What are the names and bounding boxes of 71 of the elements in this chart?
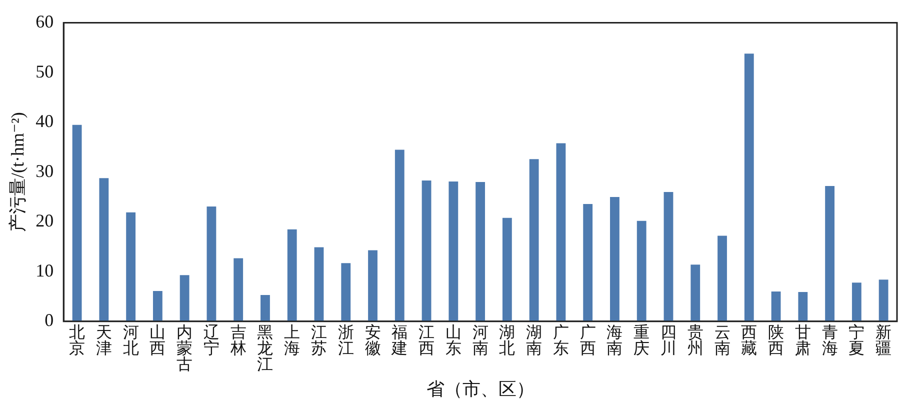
x-tick-label: 西藏 bbox=[741, 324, 758, 358]
x-tick-label: 海南 bbox=[606, 324, 623, 358]
bar bbox=[180, 275, 190, 322]
bar bbox=[852, 282, 862, 322]
x-axis-title: 省（市、区） bbox=[426, 378, 534, 399]
bar bbox=[718, 236, 727, 322]
bar bbox=[825, 186, 834, 322]
bar bbox=[206, 206, 216, 322]
bar bbox=[556, 143, 566, 322]
bar bbox=[341, 263, 351, 322]
bar bbox=[126, 212, 136, 322]
x-tick-label: 广东 bbox=[552, 324, 569, 358]
x-tick-label: 内蒙古 bbox=[176, 324, 193, 374]
bar bbox=[448, 182, 458, 322]
bar bbox=[394, 150, 404, 322]
bar bbox=[502, 218, 512, 322]
y-tick-label: 50 bbox=[36, 61, 54, 82]
x-tick-label: 宁夏 bbox=[848, 324, 865, 358]
bar bbox=[287, 229, 297, 322]
bar bbox=[260, 295, 270, 322]
bar bbox=[476, 182, 486, 322]
bar bbox=[99, 178, 109, 322]
x-tick-label: 天津 bbox=[96, 324, 112, 358]
y-tick-label: 40 bbox=[36, 111, 54, 132]
x-tick-label: 山东 bbox=[445, 324, 462, 358]
x-tick-label: 青海 bbox=[822, 324, 838, 358]
bar bbox=[314, 247, 324, 322]
bar bbox=[690, 264, 700, 322]
x-tick-label: 湖南 bbox=[526, 324, 542, 358]
x-tick-label: 江西 bbox=[418, 324, 435, 358]
x-tick-label: 重庆 bbox=[634, 324, 650, 358]
x-tick-label: 贵州 bbox=[687, 324, 704, 358]
x-tick-label: 河北 bbox=[122, 324, 139, 358]
y-tick-label: 0 bbox=[44, 310, 54, 330]
bar bbox=[636, 220, 646, 322]
y-tick-label: 30 bbox=[36, 160, 54, 181]
y-tick-label: 10 bbox=[36, 260, 54, 280]
x-tick-label: 四川 bbox=[660, 324, 676, 358]
bar bbox=[368, 250, 378, 322]
bar bbox=[878, 280, 888, 322]
x-tick-label: 上海 bbox=[284, 324, 300, 358]
y-tick-label: 20 bbox=[36, 210, 54, 231]
bar bbox=[152, 291, 162, 322]
x-tick-label: 湖北 bbox=[499, 324, 516, 358]
x-tick-label: 甘肃 bbox=[794, 324, 811, 358]
bar bbox=[583, 204, 593, 322]
bar bbox=[798, 292, 808, 322]
bar bbox=[72, 124, 82, 322]
y-tick-label: 60 bbox=[36, 12, 54, 32]
x-tick-label: 陕西 bbox=[768, 324, 784, 358]
bar bbox=[771, 292, 781, 322]
bar bbox=[529, 159, 539, 322]
bar bbox=[664, 192, 674, 322]
bar bbox=[744, 54, 754, 322]
x-tick-label: 河南 bbox=[472, 324, 488, 358]
x-tick-label: 吉林 bbox=[229, 324, 246, 358]
x-tick-label: 云南 bbox=[714, 324, 730, 358]
x-tick-label: 广西 bbox=[580, 324, 596, 358]
bar bbox=[610, 196, 620, 322]
x-tick-label: 福建 bbox=[390, 324, 408, 358]
x-tick-label: 安徽 bbox=[364, 324, 381, 358]
x-tick-label: 北京 bbox=[69, 324, 86, 358]
x-tick-label: 浙江 bbox=[338, 324, 354, 358]
x-tick-label: 辽宁 bbox=[203, 324, 220, 358]
bar bbox=[234, 258, 244, 322]
x-tick-label: 黑龙江 bbox=[257, 324, 274, 374]
x-tick-label: 新疆 bbox=[876, 324, 892, 358]
x-tick-label: 江苏 bbox=[310, 324, 327, 358]
y-axis-title: 产污量/(t·hm⁻²) bbox=[8, 112, 28, 232]
bar bbox=[422, 180, 432, 322]
x-tick-label: 山西 bbox=[150, 324, 166, 358]
